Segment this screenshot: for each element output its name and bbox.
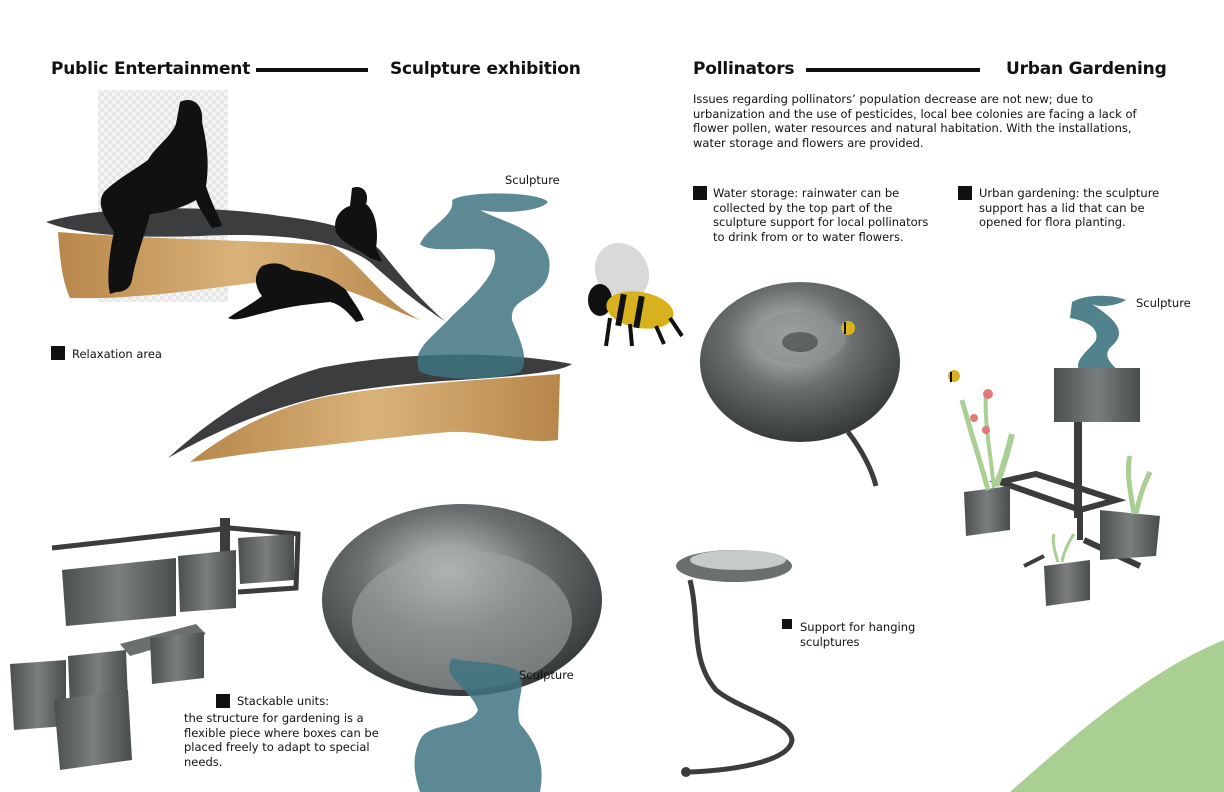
relaxation-area-label: Relaxation area: [72, 347, 162, 361]
heading-urban-gardening: Urban Gardening: [1006, 59, 1167, 79]
heading-divider-left: [256, 68, 368, 72]
stackable-units-title: Stackable units:: [237, 694, 330, 708]
heading-public-entertainment: Public Entertainment: [51, 59, 251, 79]
green-corner-shape: [1010, 640, 1224, 792]
sculpture-label-right: Sculpture: [1136, 296, 1191, 310]
stackable-units-text: the structure for gardening is a flexibl…: [184, 711, 379, 769]
bullet-square: [693, 186, 707, 200]
hanging-support-text: Support for hanging sculptures: [800, 620, 916, 649]
dog-silhouette: [228, 263, 364, 322]
stackable-boxes-illustration: [10, 518, 301, 770]
bee-large-illustration: [588, 242, 684, 347]
bullet-square: [216, 694, 230, 708]
woman-silhouette: [100, 100, 222, 294]
sculpture-label-top: Sculpture: [505, 173, 560, 187]
water-storage-dome-illustration: [700, 282, 900, 487]
heading-sculpture-exhibition: Sculpture exhibition: [390, 59, 581, 79]
urban-gardening-illustration: [948, 295, 1160, 606]
child-silhouette: [335, 186, 382, 262]
sculpture-label-bottom: Sculpture: [519, 668, 574, 682]
sculpture-teal-upper: [417, 193, 550, 379]
hanging-support-illustration: [676, 550, 795, 777]
big-dome-illustration: [322, 504, 602, 792]
bullet-square: [958, 186, 972, 200]
heading-pollinators: Pollinators: [693, 59, 795, 79]
pollinators-intro-text: Issues regarding pollinators’ population…: [693, 92, 1137, 150]
bullet-square: [51, 346, 65, 360]
urban-gardening-text: Urban gardening: the sculpture support h…: [979, 186, 1160, 229]
water-storage-text: Water storage: rainwater can be collecte…: [713, 186, 929, 244]
bullet-square: [782, 619, 792, 629]
relaxation-bench-illustration: [46, 90, 572, 462]
heading-divider-right: [806, 68, 980, 72]
